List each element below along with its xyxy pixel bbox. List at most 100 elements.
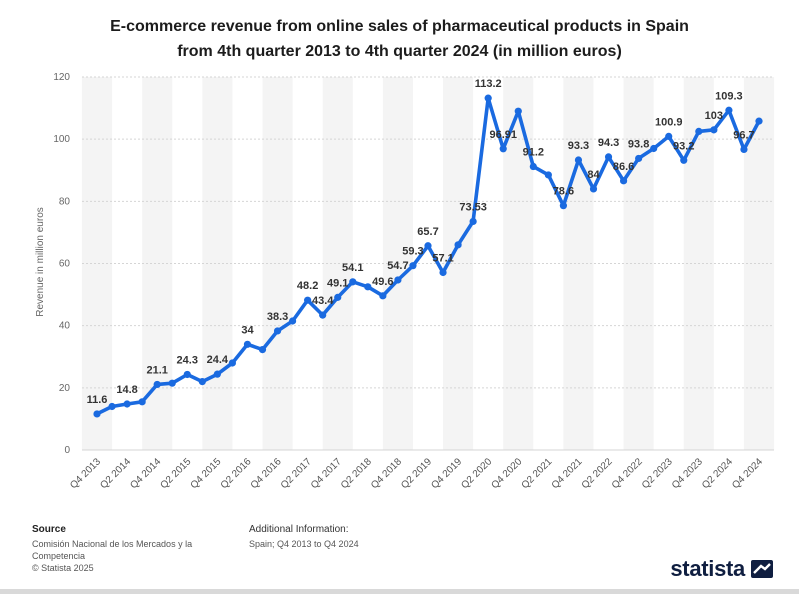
additional-info-block: Additional Information: Spain; Q4 2013 t…: [249, 524, 359, 550]
data-point: [499, 145, 507, 153]
x-tick-label: Q4 2021: [550, 456, 585, 491]
data-label: 34: [241, 324, 254, 336]
data-point: [604, 153, 613, 161]
x-tick-label: Q4 2019: [429, 456, 464, 491]
data-point: [243, 340, 252, 348]
source-line-3: © Statista 2025: [32, 563, 94, 573]
data-labels: 11.6 14.8 21.1 24.3 24.4 34 38.3 48.2 43.4 49.1 54…: [87, 78, 755, 406]
y-tick-label: 20: [59, 383, 71, 394]
source-line-1: Comisión Nacional de los Mercados y la: [32, 539, 193, 549]
data-point: [514, 107, 522, 115]
data-point: [469, 217, 477, 226]
data-label: 14.8: [116, 384, 137, 396]
x-tick-label: Q2 2021: [520, 456, 555, 491]
data-label: 11.6: [87, 394, 108, 406]
data-point: [334, 293, 342, 301]
data-label: 21.1: [146, 364, 167, 376]
data-label: 48.2: [297, 280, 318, 292]
x-tick-label: Q4 2020: [489, 456, 524, 491]
x-tick-label: Q2 2022: [580, 456, 615, 491]
data-point: [198, 378, 206, 386]
y-tick-label: 40: [59, 321, 71, 332]
source-heading: Source: [32, 524, 66, 535]
data-label: 24.4: [207, 354, 229, 366]
y-axis-label: Revenue in million euros: [35, 207, 46, 317]
data-point: [168, 379, 176, 387]
data-label: 54.7: [387, 260, 408, 272]
data-point: [364, 283, 372, 291]
data-label: 65.7: [417, 226, 438, 238]
x-tick-label: Q2 2020: [459, 456, 494, 491]
data-label: 84: [587, 169, 600, 181]
chart-grid: [82, 76, 774, 451]
data-point: [138, 398, 146, 406]
data-label: 91.2: [523, 147, 544, 159]
x-tick-label: Q4 2022: [610, 456, 645, 491]
data-point: [258, 346, 267, 354]
chart-title: E-commerce revenue from online sales of …: [0, 14, 799, 64]
data-label: 78.6: [553, 186, 574, 198]
statista-logo[interactable]: statista: [670, 556, 773, 582]
data-label: 59.3: [402, 246, 423, 258]
data-label: 93.8: [628, 138, 649, 150]
data-point: [108, 402, 116, 411]
data-point: [635, 154, 643, 163]
data-point: [409, 262, 417, 270]
data-point: [153, 380, 161, 389]
x-tick-label: Q2 2015: [158, 456, 193, 491]
data-point: [123, 400, 131, 408]
statista-logo-icon: [751, 560, 773, 578]
y-axis-ticks: 0 20 40 60 80 100 120: [53, 72, 70, 456]
data-label: 113.2: [475, 78, 502, 90]
bottom-bar: [0, 589, 799, 594]
series-line: [95, 96, 761, 416]
x-tick-label: Q2 2016: [219, 456, 254, 491]
x-tick-label: Q4 2018: [369, 456, 404, 491]
data-point: [574, 156, 583, 164]
data-label: 94.3: [598, 137, 619, 149]
data-point: [379, 292, 387, 300]
x-tick-label: Q4 2014: [128, 456, 163, 491]
x-tick-label: Q4 2015: [189, 456, 224, 491]
data-point: [619, 177, 628, 185]
data-label: 93.2: [673, 140, 694, 152]
data-point: [710, 126, 718, 134]
data-point: [319, 311, 327, 319]
x-tick-label: Q4 2016: [249, 456, 284, 491]
x-tick-label: Q2 2024: [700, 456, 735, 491]
data-point: [695, 127, 703, 135]
data-point: [650, 144, 658, 153]
data-label: 100.9: [655, 116, 683, 128]
x-tick-label: Q4 2023: [670, 456, 705, 491]
data-point: [755, 117, 763, 125]
data-point: [304, 296, 312, 304]
data-label: 93.3: [568, 140, 589, 152]
x-tick-label: Q4 2017: [309, 456, 344, 491]
data-series: [93, 94, 763, 418]
y-tick-label: 120: [53, 72, 70, 83]
data-label: 96.91: [489, 129, 517, 141]
data-point: [288, 317, 297, 325]
data-point: [725, 106, 733, 114]
data-point: [484, 94, 492, 102]
data-point: [228, 359, 237, 367]
data-point: [740, 145, 748, 154]
x-tick-label: Q2 2019: [399, 456, 434, 491]
y-tick-label: 0: [64, 445, 70, 456]
data-label: 96.7: [733, 129, 754, 141]
data-point: [680, 156, 688, 164]
data-point: [273, 327, 282, 335]
data-point: [665, 132, 673, 140]
source-line-2: Competencia: [32, 551, 86, 561]
y-tick-label: 100: [53, 134, 70, 145]
data-point: [349, 278, 357, 286]
additional-info-text: Spain; Q4 2013 to Q4 2024: [249, 539, 359, 549]
data-point: [213, 370, 221, 378]
data-point: [454, 241, 462, 249]
data-label: 43.4: [312, 295, 334, 307]
data-point: [394, 276, 402, 284]
data-point: [529, 162, 537, 171]
data-label: 103: [705, 110, 723, 122]
y-tick-label: 80: [59, 196, 71, 207]
data-label: 54.1: [342, 262, 363, 274]
